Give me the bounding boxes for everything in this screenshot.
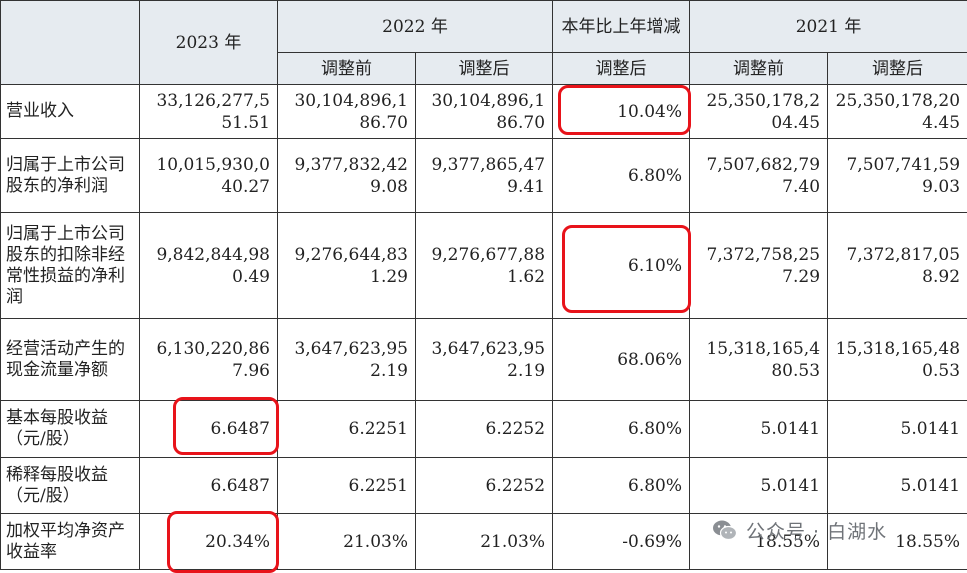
header-2022-after: 调整后 <box>416 53 553 85</box>
value-yoy: 6.80% <box>553 139 690 213</box>
header-year-2022: 2022 年 <box>278 1 553 53</box>
value-yoy: 6.10% <box>553 213 690 319</box>
value-2022-before: 21.03% <box>278 514 416 570</box>
row-label: 归属于上市公司股东的净利润 <box>1 139 140 213</box>
header-year-2023: 2023 年 <box>140 1 278 85</box>
value-2023: 9,842,844,980.49 <box>140 213 278 319</box>
row-label: 归属于上市公司股东的扣除非经常性损益的净利润 <box>1 213 140 319</box>
value-2021-before: 7,507,682,797.40 <box>690 139 828 213</box>
header-yoy: 本年比上年增减 <box>553 1 690 53</box>
value-2023: 6.6487 <box>140 458 278 514</box>
value-2022-before: 3,647,623,952.19 <box>278 319 416 401</box>
value-2021-before: 15,318,165,480.53 <box>690 319 828 401</box>
value-2022-before: 6.2251 <box>278 401 416 458</box>
value-2021-after: 5.0141 <box>828 458 967 514</box>
value-2021-after: 7,507,741,599.03 <box>828 139 967 213</box>
header-corner <box>1 1 140 85</box>
row-label: 基本每股收益（元/股） <box>1 401 140 458</box>
value-2021-after: 25,350,178,204.45 <box>828 85 967 139</box>
value-2022-after: 6.2252 <box>416 458 553 514</box>
header-2021-before: 调整前 <box>690 53 828 85</box>
value-2021-after: 7,372,817,058.92 <box>828 213 967 319</box>
value-2022-before: 9,276,644,831.29 <box>278 213 416 319</box>
value-2023: 10,015,930,040.27 <box>140 139 278 213</box>
value-2022-before: 30,104,896,186.70 <box>278 85 416 139</box>
watermark: 公众号 · 白湖水 <box>712 515 887 545</box>
wechat-icon <box>712 517 738 543</box>
value-yoy: 10.04% <box>553 85 690 139</box>
value-yoy: 6.80% <box>553 401 690 458</box>
header-year-2021: 2021 年 <box>690 1 967 53</box>
value-yoy: 6.80% <box>553 458 690 514</box>
value-2022-before: 6.2251 <box>278 458 416 514</box>
value-2023: 33,126,277,551.51 <box>140 85 278 139</box>
watermark-text: 公众号 · 白湖水 <box>746 517 887 544</box>
value-2022-after: 3,647,623,952.19 <box>416 319 553 401</box>
value-2022-after: 6.2252 <box>416 401 553 458</box>
value-yoy: -0.69% <box>553 514 690 570</box>
value-2022-after: 21.03% <box>416 514 553 570</box>
value-2023: 6,130,220,867.96 <box>140 319 278 401</box>
value-2022-after: 9,276,677,881.62 <box>416 213 553 319</box>
value-2022-after: 30,104,896,186.70 <box>416 85 553 139</box>
value-2023: 6.6487 <box>140 401 278 458</box>
value-2022-before: 9,377,832,429.08 <box>278 139 416 213</box>
value-2021-before: 5.0141 <box>690 401 828 458</box>
header-2022-before: 调整前 <box>278 53 416 85</box>
value-2021-after: 15,318,165,480.53 <box>828 319 967 401</box>
header-yoy-after: 调整后 <box>553 53 690 85</box>
value-2023: 20.34% <box>140 514 278 570</box>
header-2021-after: 调整后 <box>828 53 967 85</box>
value-yoy: 68.06% <box>553 319 690 401</box>
value-2021-after: 5.0141 <box>828 401 967 458</box>
value-2021-before: 5.0141 <box>690 458 828 514</box>
row-label: 经营活动产生的现金流量净额 <box>1 319 140 401</box>
row-label: 加权平均净资产收益率 <box>1 514 140 570</box>
row-label: 营业收入 <box>1 85 140 139</box>
value-2021-before: 25,350,178,204.45 <box>690 85 828 139</box>
value-2021-before: 7,372,758,257.29 <box>690 213 828 319</box>
row-label: 稀释每股收益（元/股） <box>1 458 140 514</box>
value-2022-after: 9,377,865,479.41 <box>416 139 553 213</box>
